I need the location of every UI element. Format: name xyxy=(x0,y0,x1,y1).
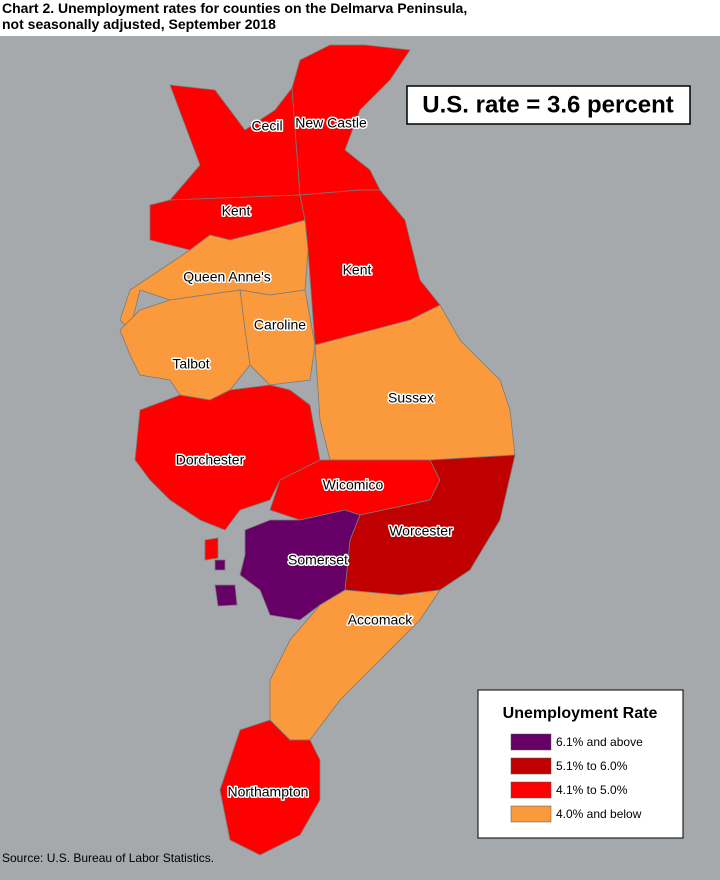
county-label: New Castle xyxy=(295,115,367,131)
county-label: Northampton xyxy=(228,784,309,800)
county xyxy=(314,304,516,461)
county-label: Caroline xyxy=(254,317,306,333)
county-label: Cecil xyxy=(251,118,282,134)
county-label: Accomack xyxy=(348,612,414,628)
legend-swatch xyxy=(510,757,552,775)
legend-label: 6.1% and above xyxy=(556,735,643,749)
legend-swatch xyxy=(510,805,552,823)
title-line: Chart 2. Unemployment rates for counties… xyxy=(2,0,467,16)
legend-label: 5.1% to 6.0% xyxy=(556,759,628,773)
legend-title: Unemployment Rate xyxy=(503,705,658,722)
county-label: Somerset xyxy=(288,552,348,568)
island xyxy=(214,584,238,607)
note-box xyxy=(406,85,691,125)
island xyxy=(214,559,226,571)
title-line: not seasonally adjusted, September 2018 xyxy=(2,16,276,32)
county-label: Sussex xyxy=(388,390,434,406)
county-label: Queen Anne's xyxy=(183,269,271,285)
county-label: Worcester xyxy=(389,523,453,539)
county-label: Kent xyxy=(222,203,251,219)
legend-swatch xyxy=(510,781,552,799)
island xyxy=(204,537,219,561)
county-label: Dorchester xyxy=(176,452,245,468)
county-labels: Cecil New Castle Kent Kent Queen Anne's … xyxy=(171,113,455,801)
title-band xyxy=(0,0,720,36)
county xyxy=(219,719,321,856)
legend-label: 4.1% to 5.0% xyxy=(556,783,628,797)
legend-swatch xyxy=(510,733,552,751)
note: U.S. rate = 3.6 percent xyxy=(422,91,673,118)
county-label: Wicomico xyxy=(323,477,384,493)
county-label: Kent xyxy=(343,262,372,278)
counties xyxy=(119,44,516,856)
source: Source: U.S. Bureau of Labor Statistics. xyxy=(2,851,214,865)
legend: Unemployment Rate 6.1% and above 5.1% to … xyxy=(477,689,684,839)
county-label: Talbot xyxy=(172,356,209,372)
legend-label: 4.0% and below xyxy=(556,807,642,821)
